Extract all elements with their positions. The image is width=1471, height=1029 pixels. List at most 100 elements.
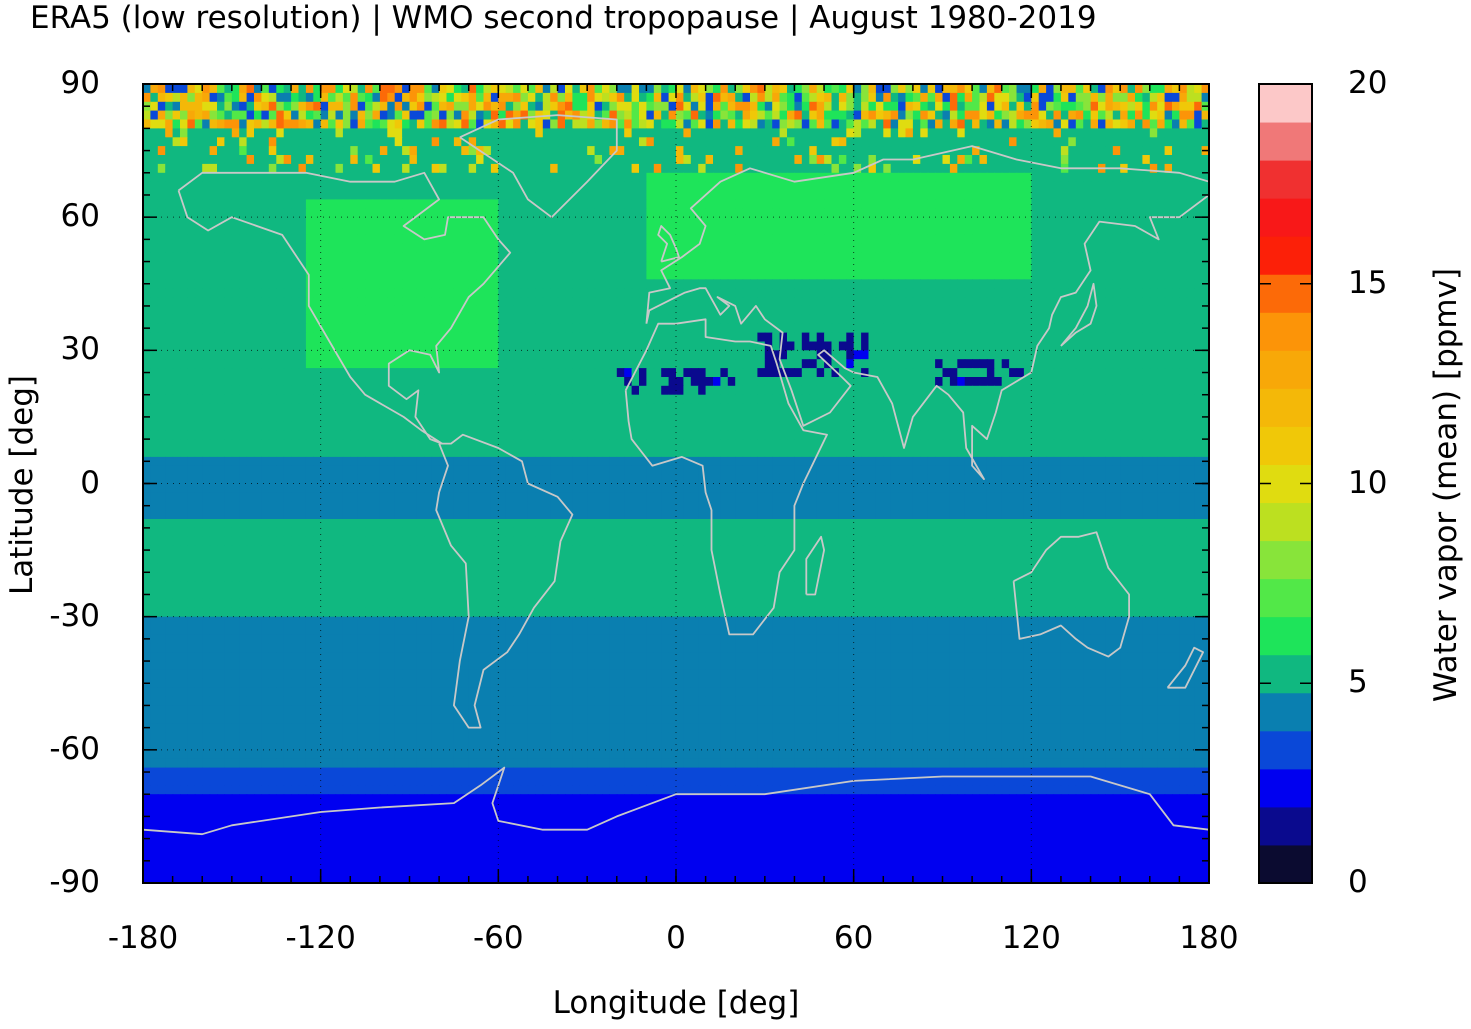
heatmap-cell (180, 226, 188, 236)
heatmap-cell (291, 110, 300, 121)
heatmap-cell (890, 137, 899, 147)
heatmap-cell (772, 314, 781, 325)
heatmap-cell (476, 234, 485, 245)
heatmap-cell (898, 163, 907, 174)
heatmap-cell (1068, 341, 1077, 351)
heatmap-cell (527, 217, 536, 227)
heatmap-cell (1031, 128, 1040, 138)
heatmap-cell (602, 199, 610, 209)
heatmap-cell (165, 332, 174, 343)
heatmap-cell (861, 270, 870, 280)
heatmap-cell (320, 163, 329, 174)
heatmap-cell (846, 84, 855, 94)
heatmap-cell (594, 155, 603, 165)
heatmap-cell (602, 226, 610, 236)
heatmap-cell (861, 226, 870, 236)
heatmap-cell (416, 137, 425, 147)
heatmap-cell (172, 368, 181, 378)
heatmap-cell (912, 84, 921, 94)
heatmap-cell (261, 146, 270, 156)
heatmap-cell (972, 234, 981, 245)
heatmap-cell (239, 368, 248, 378)
heatmap-cell (535, 163, 544, 174)
heatmap-cell (994, 297, 1003, 307)
heatmap-cell (1135, 270, 1143, 280)
heatmap-cell (402, 341, 411, 351)
heatmap-cell (1016, 314, 1025, 325)
heatmap-cell (1023, 199, 1032, 209)
heatmap-cell (594, 279, 603, 289)
heatmap-cell (1172, 92, 1180, 103)
heatmap-cell (231, 341, 240, 351)
heatmap-cell (165, 190, 174, 200)
heatmap-cell (254, 172, 262, 183)
heatmap-cell (979, 305, 988, 316)
heatmap-cell (1098, 92, 1106, 103)
heatmap-cell (639, 270, 647, 280)
heatmap-cell (772, 190, 781, 200)
heatmap-cell (416, 217, 425, 227)
heatmap-cell (276, 297, 285, 307)
heatmap-cell (224, 101, 233, 112)
heatmap-cell (542, 243, 551, 254)
heatmap-cell (261, 252, 270, 263)
heatmap-cell (905, 190, 914, 200)
heatmap-cell (342, 341, 351, 351)
heatmap-cell (875, 226, 884, 236)
heatmap-cell (809, 101, 818, 112)
heatmap-cell (513, 270, 522, 280)
heatmap-cell (1142, 350, 1151, 360)
heatmap-cell (1164, 261, 1173, 272)
heatmap-cell (1016, 208, 1025, 218)
heatmap-cell (949, 163, 958, 174)
heatmap-cell (505, 305, 514, 316)
heatmap-cell (986, 368, 995, 378)
heatmap-cell (1038, 101, 1047, 112)
heatmap-cell (920, 190, 929, 200)
heatmap-cell (994, 261, 1003, 272)
heatmap-cell (209, 146, 218, 156)
heatmap-cell (824, 305, 833, 316)
heatmap-cell (1090, 128, 1099, 138)
heatmap-cell (957, 288, 966, 298)
heatmap-cell (846, 155, 855, 165)
heatmap-cell (328, 199, 337, 209)
heatmap-cell (565, 305, 573, 316)
heatmap-cell (890, 208, 899, 218)
heatmap-cell (187, 305, 196, 316)
heatmap-cell (335, 288, 344, 298)
heatmap-cell (1135, 377, 1143, 387)
heatmap-cell (1186, 226, 1195, 236)
heatmap-cell (490, 101, 499, 112)
heatmap-cell (1112, 155, 1121, 165)
heatmap-cell (772, 234, 781, 245)
heatmap-cell (942, 279, 951, 289)
heatmap-cell (727, 261, 736, 272)
heatmap-cell (898, 270, 907, 280)
heatmap-cell (402, 163, 411, 174)
heatmap-cell (616, 368, 625, 378)
heatmap-cell (453, 101, 462, 112)
heatmap-cell (246, 270, 255, 280)
heatmap-cell (1157, 288, 1166, 298)
heatmap-cell (165, 297, 174, 307)
heatmap-cell (424, 190, 433, 200)
heatmap-cell (742, 155, 751, 165)
heatmap-cell (298, 368, 307, 378)
heatmap-cell (757, 252, 766, 263)
heatmap-cell (772, 146, 781, 156)
heatmap-cell (676, 305, 684, 316)
heatmap-cell (1105, 270, 1114, 280)
heatmap-cell (1186, 137, 1195, 147)
heatmap-cell (565, 297, 573, 307)
heatmap-cell (661, 270, 670, 280)
heatmap-cell (143, 92, 151, 103)
heatmap-cell (527, 128, 536, 138)
heatmap-cell (1149, 243, 1158, 254)
heatmap-cell (320, 217, 329, 227)
heatmap-cell (846, 270, 855, 280)
heatmap-cell (150, 332, 159, 343)
heatmap-cell (698, 146, 707, 156)
heatmap-cell (1053, 279, 1062, 289)
heatmap-cell (875, 297, 884, 307)
